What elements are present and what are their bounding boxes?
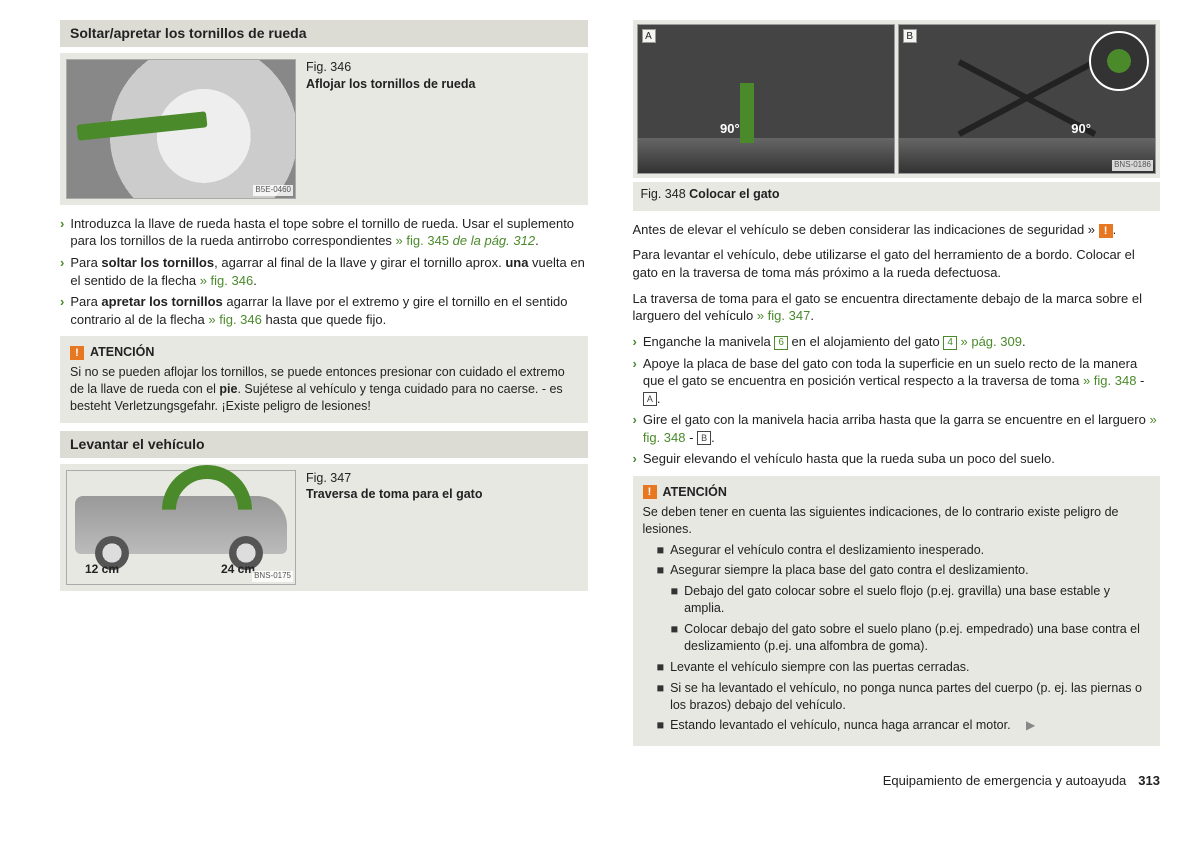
warning-icon: ! <box>1099 224 1113 238</box>
step-3: › Para apretar los tornillos agarrar la … <box>60 293 588 328</box>
para-3: La traversa de toma para el gato se encu… <box>633 290 1161 325</box>
step-1-text: Introduzca la llave de rueda hasta el to… <box>70 215 587 250</box>
angle-90b: 90° <box>1071 120 1091 138</box>
step-1: › Introduzca la llave de rueda hasta el … <box>60 215 588 250</box>
fig-348-image-a: A 90° <box>637 24 895 174</box>
chevron-icon: › <box>633 355 637 408</box>
rstep-1: › Enganche la manivela 6 en el alojamien… <box>633 333 1161 351</box>
square-icon: ■ <box>671 583 679 617</box>
fig-347-image: 12 cm 24 cm BNS-0175 <box>66 470 296 585</box>
para-2: Para levantar el vehículo, debe utilizar… <box>633 246 1161 281</box>
chevron-icon: › <box>60 254 64 289</box>
square-icon: ■ <box>657 659 665 676</box>
fig-348-code: BNS-0186 <box>1112 160 1153 171</box>
fig-347-title: Traversa de toma para el gato <box>306 487 482 501</box>
warning-box-1: ! ATENCIÓN Si no se pueden aflojar los t… <box>60 336 588 423</box>
page-number: 313 <box>1138 772 1160 790</box>
para-1: Antes de elevar el vehículo se deben con… <box>633 221 1161 239</box>
fig-347-num: Fig. 347 <box>306 471 351 485</box>
warning-head: ! ATENCIÓN <box>70 344 578 361</box>
step-3-text: Para apretar los tornillos agarrar la ll… <box>70 293 587 328</box>
measure-24cm: 24 cm <box>221 561 255 577</box>
warning-head: ! ATENCIÓN <box>643 484 1151 501</box>
chevron-icon: › <box>633 411 637 446</box>
fig-348-block: A 90° B 90° BNS-0186 <box>633 20 1161 178</box>
ref-a: A <box>643 392 657 406</box>
square-icon: ■ <box>657 562 665 579</box>
angle-90: 90° <box>720 120 740 138</box>
fig-346-title: Aflojar los tornillos de rueda <box>306 77 475 91</box>
footer-section: Equipamiento de emergencia y autoayuda <box>883 772 1127 790</box>
section-heading-1: Soltar/apretar los tornillos de rueda <box>60 20 588 47</box>
fig-347-code: BNS-0175 <box>252 571 293 582</box>
chevron-icon: › <box>633 333 637 351</box>
label-a: A <box>642 29 656 43</box>
chevron-icon: › <box>60 293 64 328</box>
inset-circle <box>1089 31 1149 91</box>
fig-347-block: 12 cm 24 cm BNS-0175 Fig. 347 Traversa d… <box>60 464 588 591</box>
fig-348-image-b: B 90° BNS-0186 <box>898 24 1156 174</box>
warning-label: ATENCIÓN <box>663 484 727 501</box>
ref-4: 4 <box>943 336 957 350</box>
right-column: A 90° B 90° BNS-0186 Fig. 348 Colocar el… <box>633 20 1161 754</box>
label-b: B <box>903 29 917 43</box>
page: Soltar/apretar los tornillos de rueda B5… <box>60 20 1160 754</box>
fig-346-image: B5E-0460 <box>66 59 296 199</box>
warning-icon: ! <box>643 485 657 499</box>
fig-346-num: Fig. 346 <box>306 60 351 74</box>
rstep-4: › Seguir elevando el vehículo hasta que … <box>633 450 1161 468</box>
left-column: Soltar/apretar los tornillos de rueda B5… <box>60 20 588 754</box>
chevron-icon: › <box>633 450 637 468</box>
fig-346-block: B5E-0460 Fig. 346 Aflojar los tornillos … <box>60 53 588 205</box>
square-icon: ■ <box>657 717 665 734</box>
rstep-3: › Gire el gato con la manivela hacia arr… <box>633 411 1161 446</box>
chevron-icon: › <box>60 215 64 250</box>
fig-346-caption: Fig. 346 Aflojar los tornillos de rueda <box>306 59 475 199</box>
square-icon: ■ <box>657 680 665 714</box>
warning-label: ATENCIÓN <box>90 344 154 361</box>
square-icon: ■ <box>657 542 665 559</box>
warning-text: Si no se pueden aflojar los tornillos, s… <box>70 365 565 413</box>
continue-icon: ▶ <box>1026 717 1035 734</box>
step-2-text: Para soltar los tornillos, agarrar al fi… <box>70 254 587 289</box>
ref-6: 6 <box>774 336 788 350</box>
warning-box-2: ! ATENCIÓN Se deben tener en cuenta las … <box>633 476 1161 746</box>
fig-348-caption: Fig. 348 Colocar el gato <box>633 182 1161 211</box>
rstep-2: › Apoye la placa de base del gato con to… <box>633 355 1161 408</box>
warning-icon: ! <box>70 346 84 360</box>
ref-b: B <box>697 431 711 445</box>
warning-intro: Se deben tener en cuenta las siguientes … <box>643 504 1151 538</box>
measure-12cm: 12 cm <box>85 561 119 577</box>
section-heading-2: Levantar el vehículo <box>60 431 588 458</box>
square-icon: ■ <box>671 621 679 655</box>
fig-347-caption: Fig. 347 Traversa de toma para el gato <box>306 470 482 585</box>
fig-346-code: B5E-0460 <box>253 185 293 196</box>
step-2: › Para soltar los tornillos, agarrar al … <box>60 254 588 289</box>
page-footer: Equipamiento de emergencia y autoayuda 3… <box>60 772 1160 790</box>
